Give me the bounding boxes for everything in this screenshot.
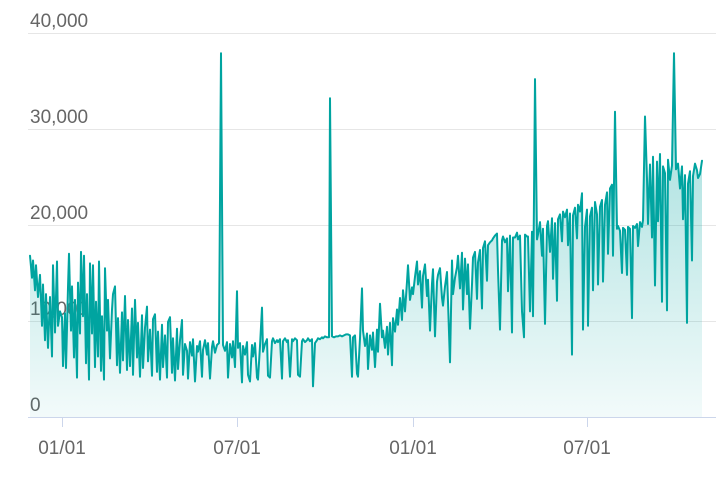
series-line [29,52,703,388]
x-axis-label: 01/01 [38,438,86,459]
y-axis-label: 30,000 [30,107,88,128]
y-axis-label: 40,000 [30,11,88,32]
series-area [30,53,702,417]
x-axis-label: 07/01 [213,438,261,459]
y-axis-label: 20,000 [30,203,88,224]
x-axis-labels: 01/01 07/01 01/01 07/01 [38,438,611,459]
x-axis-label: 01/01 [389,438,437,459]
series-area-fill [30,53,702,417]
x-axis-label: 07/01 [563,438,611,459]
x-axis [28,417,716,427]
series-line-path [29,52,703,388]
